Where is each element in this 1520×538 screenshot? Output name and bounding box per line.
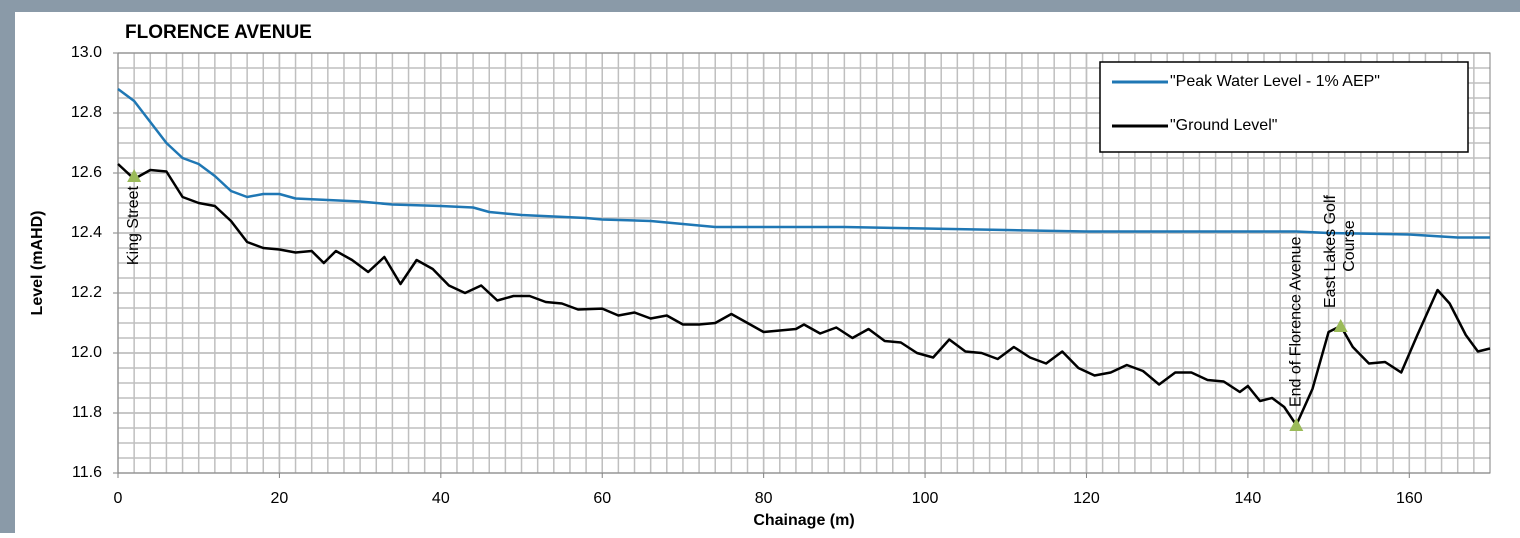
x-axis-label: Chainage (m) <box>753 512 854 529</box>
x-tick-label: 160 <box>1396 490 1423 507</box>
plot-frame <box>117 52 1491 474</box>
annotation-label: End of Florence Avenue <box>1288 236 1305 407</box>
y-axis-label: Level (mAHD) <box>29 211 46 316</box>
annotation-label-line: End of Florence Avenue <box>1288 236 1305 407</box>
annotation-label-line: East Lakes Golf <box>1322 195 1339 309</box>
x-tick-label: 40 <box>432 490 450 507</box>
y-tick-label: 12.6 <box>71 164 102 181</box>
y-tick-label: 12.8 <box>71 104 102 121</box>
annotation-label: East Lakes Golf Course <box>1322 195 1358 309</box>
annotation-label-line: Course <box>1341 220 1358 272</box>
legend-box <box>1099 61 1469 153</box>
annotation-label-line: King Street <box>125 185 142 265</box>
x-tick-label: 100 <box>912 490 939 507</box>
annotation-marker <box>1289 418 1304 431</box>
annotation-label: King Street <box>125 185 142 265</box>
y-tick-label: 12.2 <box>71 284 102 301</box>
x-tick-label: 80 <box>755 490 773 507</box>
x-tick-label: 120 <box>1073 490 1100 507</box>
legend-label: "Ground Level" <box>1170 117 1277 134</box>
y-tick-label: 12.4 <box>71 224 102 241</box>
x-tick-label: 20 <box>271 490 289 507</box>
legend-label: "Peak Water Level - 1% AEP" <box>1170 73 1380 90</box>
x-tick-label: 0 <box>114 490 123 507</box>
y-tick-label: 11.6 <box>72 464 102 481</box>
y-tick-label: 12.0 <box>71 344 102 361</box>
line-series <box>117 163 1491 427</box>
x-tick-label: 60 <box>593 490 611 507</box>
y-tick-label: 11.8 <box>72 404 102 421</box>
x-tick-label: 140 <box>1235 490 1262 507</box>
chart-title: FLORENCE AVENUE <box>125 22 312 43</box>
annotation-marker <box>1333 319 1348 332</box>
annotation-marker <box>127 169 142 182</box>
line-series <box>117 87 1490 239</box>
y-tick-label: 13.0 <box>71 44 102 61</box>
